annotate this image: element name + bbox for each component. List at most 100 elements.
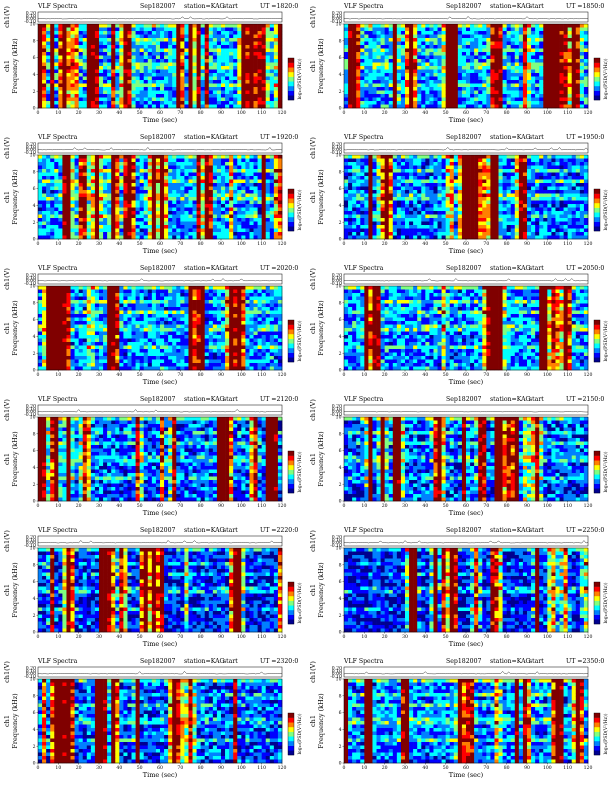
spectrogram-cell	[155, 172, 161, 177]
spectrogram-cell	[229, 90, 234, 95]
spectrogram-cell	[249, 34, 254, 39]
spectrogram-cell	[58, 38, 63, 42]
frequency-axis-label: Frequency (kHz)	[11, 169, 19, 225]
spectrogram-cell	[212, 52, 218, 56]
spectrogram-cell	[360, 87, 365, 91]
spectrogram-cell	[46, 41, 51, 46]
spectrogram-cell	[241, 158, 246, 163]
spectrogram-cell	[103, 186, 108, 191]
spectrogram-cell	[42, 24, 47, 28]
spectrogram-cell	[99, 186, 104, 191]
spectrogram-cell	[269, 169, 275, 173]
spectrogram-cell	[127, 80, 132, 84]
spectrogram-cell	[184, 232, 189, 236]
spectrogram-cell	[164, 197, 169, 201]
spectrogram-cell	[405, 52, 410, 56]
spectrogram-cell	[160, 235, 165, 240]
spectrogram-cell	[579, 104, 585, 109]
spectrogram-cell	[119, 62, 124, 67]
spectrogram-cell	[180, 73, 185, 77]
spectrogram-cell	[225, 169, 230, 173]
spectrogram-cell	[208, 232, 214, 236]
spectrogram-cell	[502, 69, 507, 74]
spectrogram-cell	[196, 87, 201, 91]
spectrogram-cell	[38, 162, 43, 166]
spectrogram-cell	[368, 59, 373, 63]
spectrogram-cell	[155, 73, 161, 77]
frequency-tick-label: 2	[33, 220, 36, 226]
spectrogram-cell	[486, 87, 491, 91]
spectrogram-cell	[384, 204, 390, 208]
spectrogram-cell	[392, 97, 398, 102]
spectrogram-cell	[74, 183, 79, 187]
spectrogram-cell	[221, 158, 226, 163]
spectrogram-cell	[176, 59, 181, 63]
spectrogram-cell	[135, 48, 140, 53]
spectrogram-cell	[216, 172, 222, 177]
spectrogram-cell	[82, 207, 88, 212]
spectrogram-cell	[253, 48, 258, 53]
spectrogram-cell	[429, 104, 434, 109]
spectrogram-cell	[46, 27, 51, 32]
spectrogram-cell	[135, 183, 140, 187]
spectrogram-cell	[107, 225, 112, 229]
spectrogram-cell	[265, 221, 271, 226]
spectrogram-cell	[543, 27, 548, 32]
spectrogram-cell	[567, 34, 573, 39]
spectrogram-cell	[58, 104, 63, 109]
spectrogram-cell	[445, 94, 451, 98]
spectrogram-cell	[269, 235, 275, 240]
spectrogram-cell	[200, 41, 206, 46]
spectrogram-cell	[409, 158, 414, 163]
spectrogram-cell	[348, 190, 353, 194]
spectrogram-cell	[445, 59, 451, 63]
spectrogram-cell	[510, 104, 516, 109]
spectrogram-cell	[212, 172, 218, 177]
spectrogram-cell	[348, 24, 353, 28]
spectrogram-cell	[160, 66, 165, 70]
spectrogram-cell	[123, 221, 128, 226]
spectrogram-cell	[229, 197, 234, 201]
spectrogram-cell	[38, 90, 43, 95]
spectrogram-cell	[155, 207, 161, 212]
spectrogram-cell	[233, 31, 238, 35]
spectrogram-cell	[547, 104, 552, 109]
spectrogram-cell	[445, 101, 451, 105]
spectrogram-cell	[216, 31, 222, 35]
spectrogram-cell	[559, 34, 564, 39]
spectrogram-cell	[139, 232, 145, 236]
spectrogram-cell	[257, 211, 262, 215]
spectrogram-cell	[107, 183, 112, 187]
spectrogram-cell	[143, 235, 149, 240]
frequency-tick-label: 4	[33, 203, 36, 209]
spectrogram-cell	[237, 41, 242, 46]
spectrogram-cell	[547, 94, 552, 98]
spectrogram-cell	[74, 27, 79, 32]
spectrogram-cell	[344, 55, 349, 60]
spectrogram-cell	[356, 48, 361, 53]
colorbar-segment	[288, 86, 294, 91]
spectrogram-cell	[221, 38, 226, 42]
spectrogram-cell	[229, 162, 234, 166]
spectrogram-cell	[482, 80, 487, 84]
spectrogram-cell	[233, 218, 238, 222]
spectrogram-cell	[547, 52, 552, 56]
spectrogram-cell	[103, 73, 108, 77]
spectrogram-cell	[466, 24, 471, 28]
spectrogram-cell	[405, 66, 410, 70]
spectrogram-cell	[135, 172, 140, 177]
spectrogram-cell	[555, 45, 560, 49]
spectrogram-cell	[204, 90, 210, 95]
spectrogram-cell	[392, 183, 398, 187]
spectrogram-cell	[249, 101, 254, 105]
spectrogram-cell	[364, 80, 369, 84]
spectrogram-cell	[384, 66, 390, 70]
spectrogram-cell	[233, 87, 238, 91]
spectrogram-cell	[518, 38, 524, 42]
spectrogram-cell	[376, 52, 381, 56]
spectrogram-cell	[273, 24, 279, 28]
spectrogram-cell	[249, 69, 254, 74]
spectrogram-cell	[257, 169, 262, 173]
spectrogram-cell	[384, 172, 390, 177]
spectrogram-cell	[216, 97, 222, 102]
